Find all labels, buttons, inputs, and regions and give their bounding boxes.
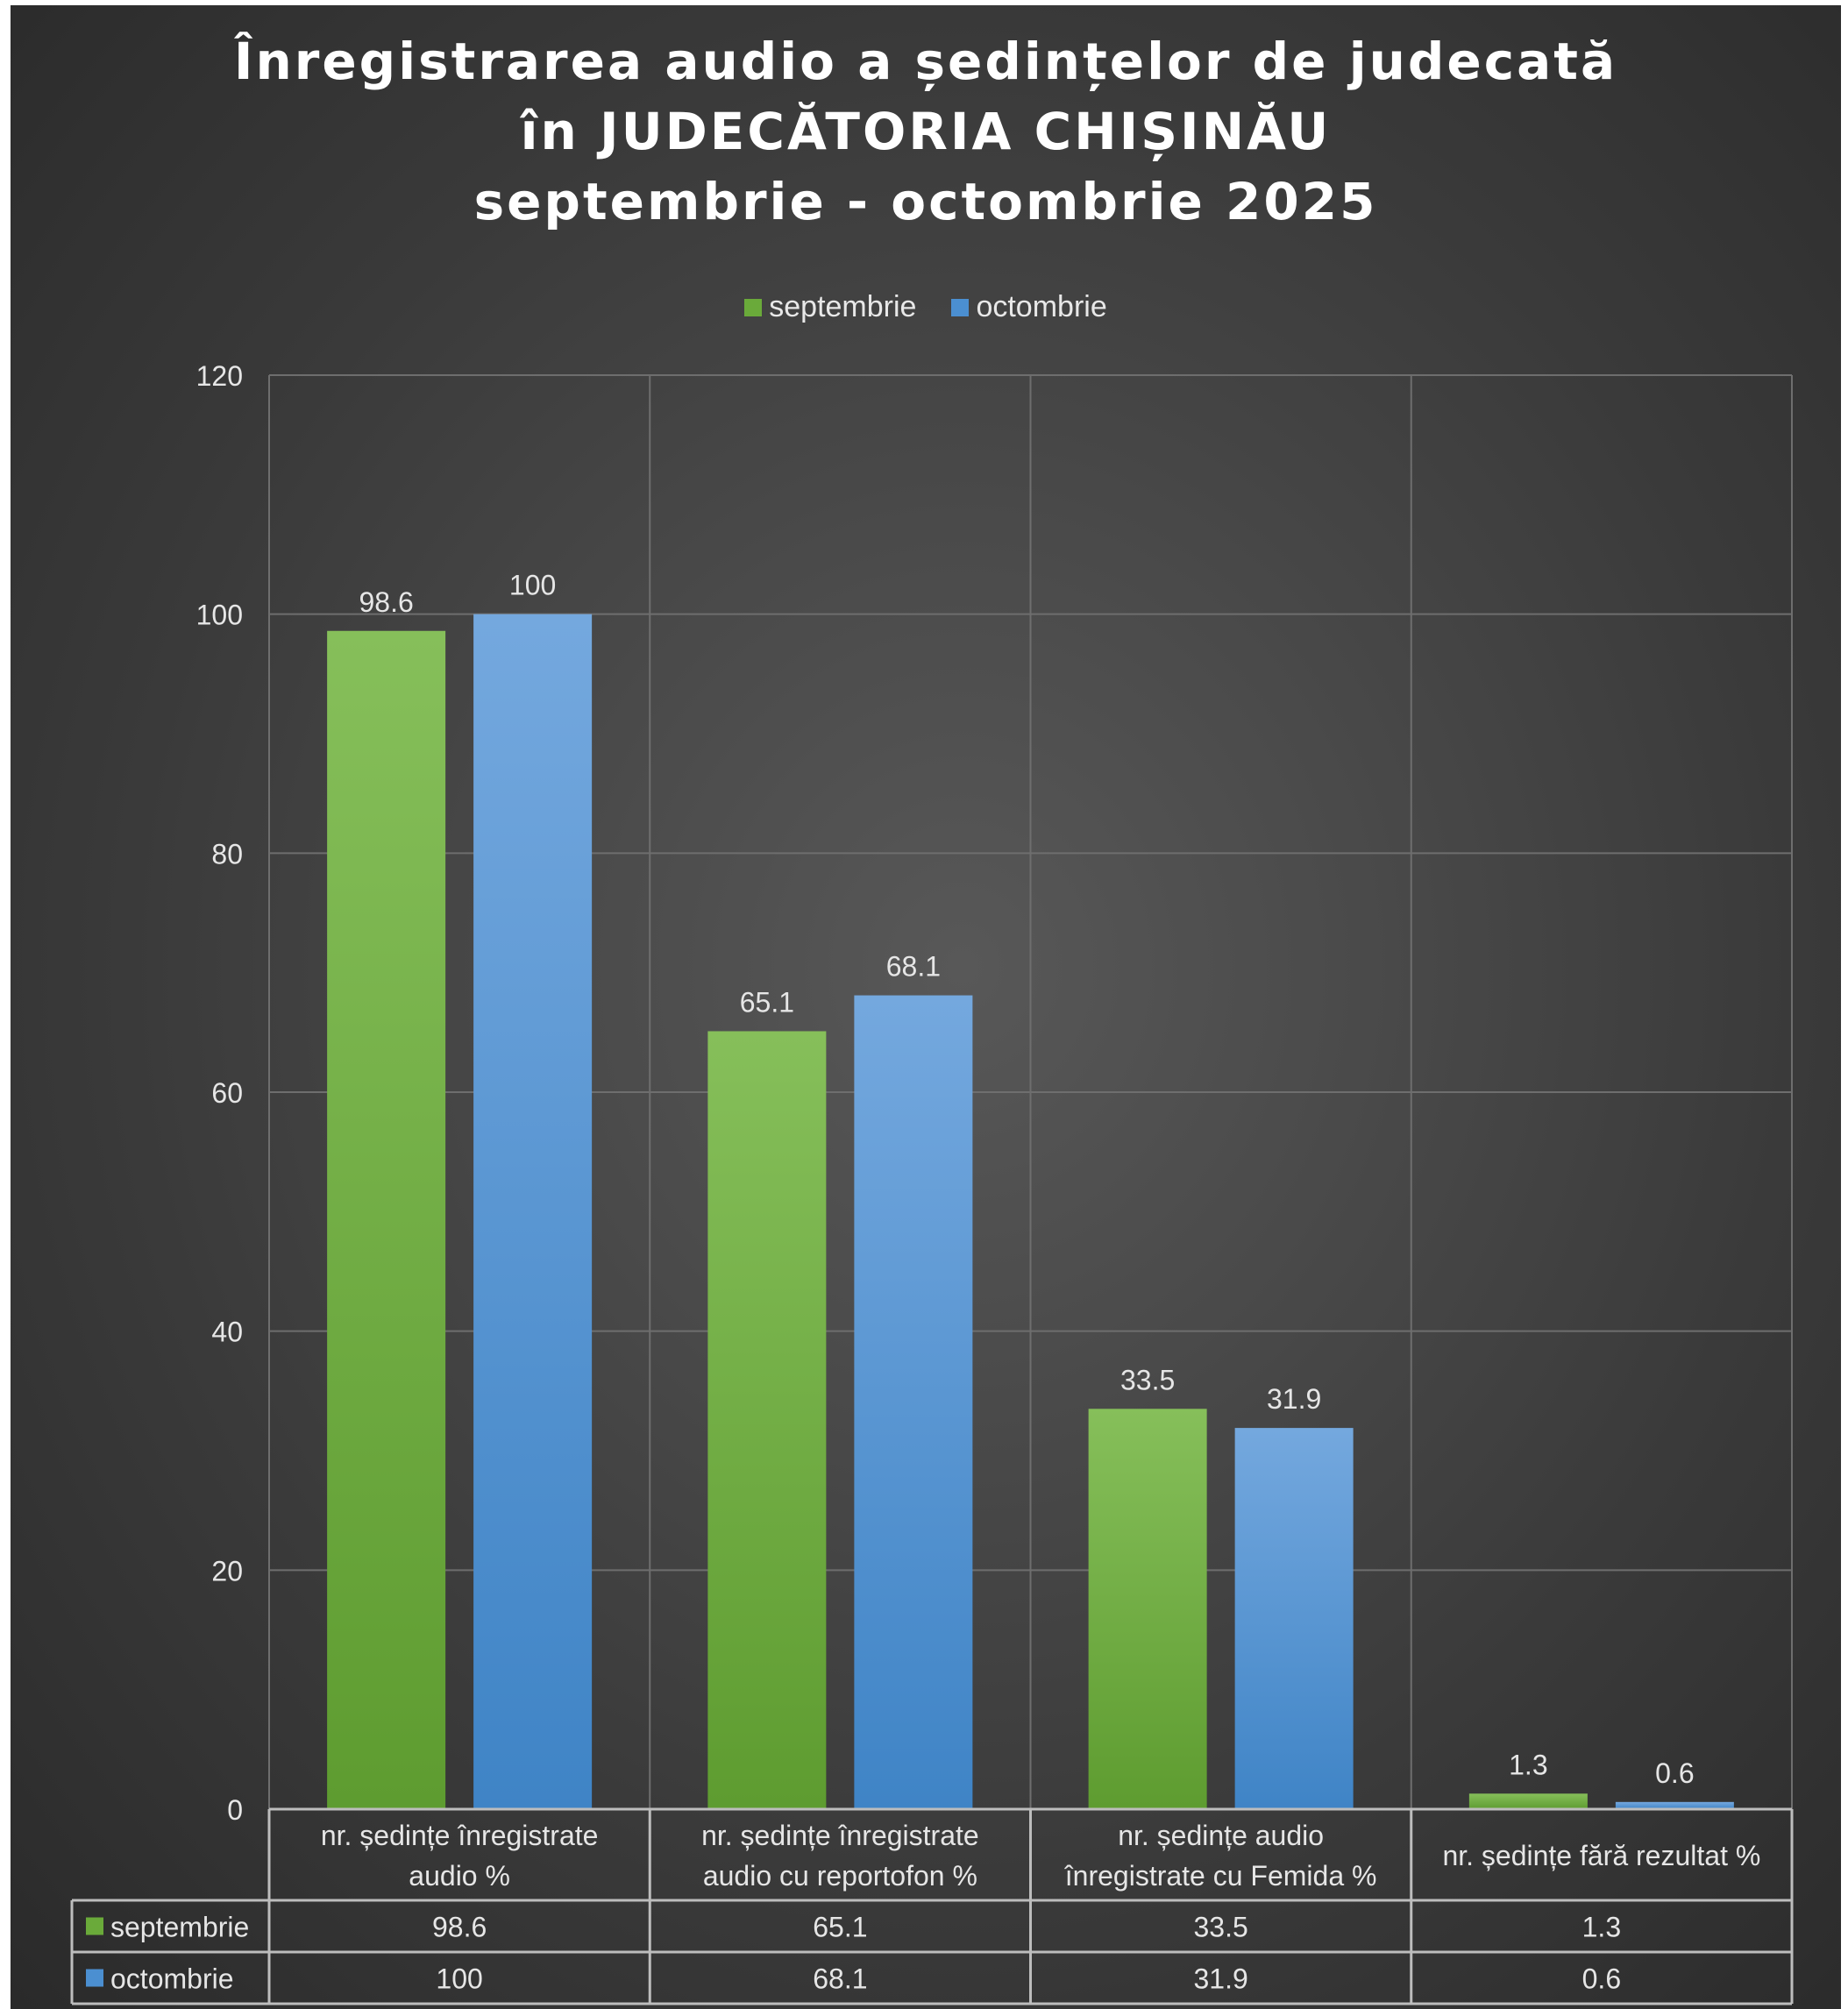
y-tick-label-80: 80 bbox=[211, 838, 243, 870]
bar-octombrie-1 bbox=[854, 995, 973, 1809]
legend-label-septembrie: septembrie bbox=[769, 290, 917, 323]
bar-septembrie-1 bbox=[707, 1031, 827, 1809]
legend-item-septembrie: septembrie bbox=[744, 290, 916, 324]
legend-label-octombrie: octombrie bbox=[976, 290, 1107, 323]
data-label-septembrie-3: 1.3 bbox=[1509, 1749, 1547, 1780]
data-label-septembrie-1: 65.1 bbox=[740, 986, 794, 1018]
y-tick-label-60: 60 bbox=[211, 1077, 243, 1109]
bar-octombrie-2 bbox=[1234, 1428, 1354, 1809]
data-table: nr. ședințe înregistrate audio % nr. ședin… bbox=[70, 1807, 1794, 2005]
y-tick-label-20: 20 bbox=[211, 1555, 243, 1587]
data-label-octombrie-0: 100 bbox=[509, 570, 556, 601]
chart-legend: septembrie octombrie bbox=[11, 290, 1841, 324]
category-label-2-1: înregistrate cu Femida % bbox=[1064, 1860, 1377, 1892]
chart-title-line-3: septembrie - octombrie 2025 bbox=[473, 172, 1378, 231]
table-cell-septembrie-1: 65.1 bbox=[813, 1912, 867, 1943]
category-label-0-1: audio % bbox=[409, 1860, 510, 1892]
table-swatch-septembrie bbox=[86, 1917, 103, 1935]
bars-layer bbox=[327, 614, 1734, 1809]
table-row-label-octombrie: octombrie bbox=[110, 1963, 234, 1995]
data-label-septembrie-2: 33.5 bbox=[1120, 1364, 1175, 1395]
table-cell-septembrie-2: 33.5 bbox=[1193, 1912, 1247, 1943]
table-cell-octombrie-2: 31.9 bbox=[1193, 1963, 1247, 1995]
bar-septembrie-0 bbox=[327, 630, 446, 1809]
data-label-octombrie-1: 68.1 bbox=[886, 951, 941, 983]
table-cell-septembrie-3: 1.3 bbox=[1582, 1912, 1621, 1943]
data-label-octombrie-2: 31.9 bbox=[1267, 1383, 1321, 1415]
table-swatch-octombrie bbox=[86, 1969, 103, 1987]
legend-item-octombrie: octombrie bbox=[951, 290, 1107, 324]
chart-title-line-1: Înregistrarea audio a ședințelor de jude… bbox=[233, 32, 1618, 91]
chart-title-line-2: în JUDECĂTORIA CHIȘINĂU bbox=[520, 102, 1332, 161]
bar-octombrie-3 bbox=[1615, 1801, 1734, 1809]
chart-panel: Înregistrarea audio a ședințelor de jude… bbox=[11, 5, 1841, 2009]
category-label-1-0: nr. ședințe înregistrate bbox=[701, 1820, 979, 1851]
category-label-3-0: nr. ședințe fără rezultat % bbox=[1442, 1840, 1760, 1871]
category-label-0-0: nr. ședințe înregistrate bbox=[321, 1820, 599, 1851]
data-label-octombrie-3: 0.6 bbox=[1655, 1757, 1694, 1789]
table-cell-septembrie-0: 98.6 bbox=[432, 1912, 487, 1943]
y-tick-label-100: 100 bbox=[196, 600, 243, 631]
y-tick-label-120: 120 bbox=[196, 360, 243, 392]
labels-layer: 0 20 40 60 80 100 120 98.6 100 65.1 68.1 33.5 31.9 1.… bbox=[196, 360, 1695, 1826]
bar-septembrie-2 bbox=[1088, 1409, 1207, 1809]
bar-octombrie-0 bbox=[473, 614, 593, 1809]
table-cell-octombrie-3: 0.6 bbox=[1582, 1963, 1621, 1995]
table-cell-octombrie-1: 68.1 bbox=[813, 1963, 867, 1995]
table-row-label-septembrie: septembrie bbox=[110, 1912, 249, 1943]
y-tick-label-40: 40 bbox=[211, 1317, 243, 1348]
table-cell-octombrie-0: 100 bbox=[436, 1963, 482, 1995]
category-label-1-1: audio cu reportofon % bbox=[703, 1860, 977, 1892]
category-label-2-0: nr. ședințe audio bbox=[1118, 1820, 1324, 1851]
y-tick-label-0: 0 bbox=[227, 1794, 243, 1826]
legend-swatch-septembrie bbox=[744, 298, 763, 316]
data-label-septembrie-0: 98.6 bbox=[359, 586, 413, 618]
bar-septembrie-3 bbox=[1468, 1793, 1588, 1809]
bar-chart: 0 20 40 60 80 100 120 98.6 100 65.1 68.1 33.5 31.9 1.… bbox=[70, 360, 1794, 2005]
legend-swatch-octombrie bbox=[951, 298, 970, 316]
